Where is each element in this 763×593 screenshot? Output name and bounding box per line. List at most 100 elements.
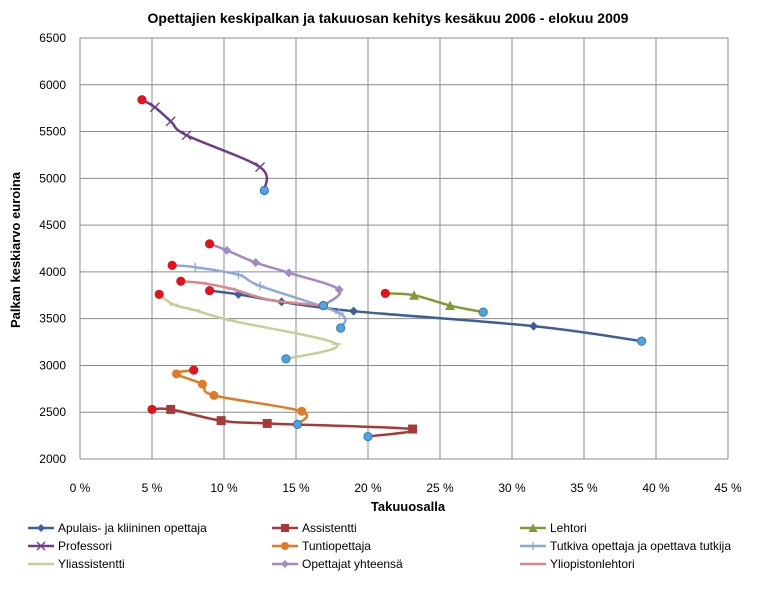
legend-swatch-marker: [529, 542, 537, 550]
series-lehtori: [380, 288, 488, 317]
legend-swatch-marker: [528, 523, 538, 532]
data-point: [349, 306, 359, 316]
x-tick-label: 20 %: [354, 481, 382, 495]
x-tick-labels: 0 % 5 % 10 % 15 % 20 % 25 % 30 % 35 % 40 % 45 %: [70, 481, 742, 495]
y-tick-label: 5000: [39, 171, 66, 185]
data-point: [149, 102, 160, 113]
legend-label: Opettajat yhteensä: [302, 557, 403, 571]
y-axis-label: Palkan keskiarvo euroina: [8, 171, 23, 328]
series-line: [209, 242, 342, 307]
legend-swatch-marker: [281, 560, 289, 568]
series-professori: [137, 95, 269, 196]
x-tick-label: 45 %: [714, 481, 742, 495]
y-tick-label: 2500: [39, 405, 66, 419]
legend-swatch-marker: [37, 524, 45, 532]
series-yliopistonlehtori: [176, 276, 328, 311]
data-point-stroke: [181, 130, 192, 141]
data-point: [166, 404, 176, 414]
data-point: [255, 281, 265, 291]
data-point: [190, 262, 200, 272]
legend-label: Tuntiopettaja: [302, 539, 371, 553]
y-tick-labels: 2000 2500 3000 3500 4000 4500 5000 5500 6000 6500: [39, 31, 66, 466]
legend-item: Apulais- ja kliininen opettaja: [28, 521, 207, 535]
y-tick-label: 6500: [39, 31, 66, 45]
start-point: [176, 276, 186, 286]
y-tick-label: 4500: [39, 218, 66, 232]
data-point: [255, 162, 265, 173]
data-point: [529, 321, 539, 331]
plot-series: [137, 95, 647, 442]
legend-item: Yliopistonlehtori: [520, 557, 635, 571]
grid: [79, 37, 729, 460]
legend-label: Tutkiva opettaja ja opettava tutkija: [550, 539, 731, 553]
data-point-stroke: [149, 102, 160, 113]
x-tick-label: 30 %: [498, 481, 526, 495]
series-line: [141, 98, 269, 191]
legend-label: Lehtori: [550, 521, 587, 535]
series-line: [151, 407, 418, 438]
legend-label: Yliassistentti: [58, 557, 125, 571]
end-point: [478, 307, 488, 317]
data-point: [445, 300, 456, 311]
data-point: [409, 290, 420, 300]
end-point: [636, 336, 647, 346]
x-tick-label: 40 %: [642, 481, 670, 495]
legend-item: Professori: [28, 539, 112, 553]
data-point: [251, 258, 261, 268]
data-point: [334, 308, 344, 318]
legend-item: Yliassistentti: [28, 557, 125, 571]
start-point: [205, 239, 215, 249]
data-point: [197, 379, 207, 389]
data-point: [181, 130, 192, 141]
series-line: [385, 292, 484, 314]
legend-label: Yliopistonlehtori: [550, 557, 635, 571]
data-point: [297, 406, 307, 416]
end-point: [292, 419, 303, 429]
legend-item: Lehtori: [520, 521, 587, 535]
legend-swatch-marker: [281, 524, 289, 532]
y-tick-label: 2000: [39, 452, 66, 466]
start-point: [137, 95, 147, 105]
end-point: [363, 431, 373, 442]
end-point: [259, 185, 269, 196]
legend-label: Professori: [58, 539, 112, 553]
legend-item: Assistentti: [272, 521, 357, 535]
legend: Apulais- ja kliininen opettaja Assistentt…: [28, 521, 731, 571]
x-tick-label: 0 %: [70, 481, 91, 495]
series-apulais-ja-kliininen-opettaja: [205, 285, 647, 346]
series-line: [180, 279, 324, 307]
legend-label: Assistentti: [302, 521, 357, 535]
data-point: [408, 424, 418, 434]
data-point: [334, 285, 344, 295]
legend-swatch-marker: [36, 541, 46, 551]
y-tick-label: 3500: [39, 312, 66, 326]
x-tick-label: 15 %: [282, 481, 310, 495]
data-point: [233, 270, 243, 280]
start-point: [380, 288, 390, 299]
data-point-stroke: [255, 162, 265, 173]
series-assistentti: [147, 404, 418, 442]
series-tuntiopettaja: [171, 365, 309, 429]
series-yliassistentti: [154, 289, 341, 364]
legend-label: Apulais- ja kliininen opettaja: [58, 521, 207, 535]
y-tick-label: 4000: [39, 265, 66, 279]
x-tick-label: 35 %: [570, 481, 598, 495]
legend-swatch-marker: [281, 542, 289, 550]
series-opettajat-yhteensä: [205, 239, 344, 311]
legend-swatch-marker-stroke: [36, 541, 46, 551]
end-point: [281, 354, 291, 364]
series-tutkiva-opettaja-ja-opettava-tutkija: [167, 260, 347, 333]
data-point: [216, 416, 226, 426]
start-point: [154, 289, 164, 299]
legend-item: Opettajat yhteensä: [272, 557, 403, 571]
data-point: [284, 268, 294, 278]
start-point: [205, 285, 215, 296]
data-point: [222, 245, 232, 255]
end-point: [318, 300, 328, 311]
legend-item: Tutkiva opettaja ja opettava tutkija: [520, 539, 731, 553]
data-point: [209, 390, 219, 400]
y-tick-label: 6000: [39, 78, 66, 92]
chart-title: Opettajien keskipalkan ja takuuosan kehi…: [148, 10, 629, 26]
x-axis-label: Takuuosalla: [371, 499, 446, 514]
